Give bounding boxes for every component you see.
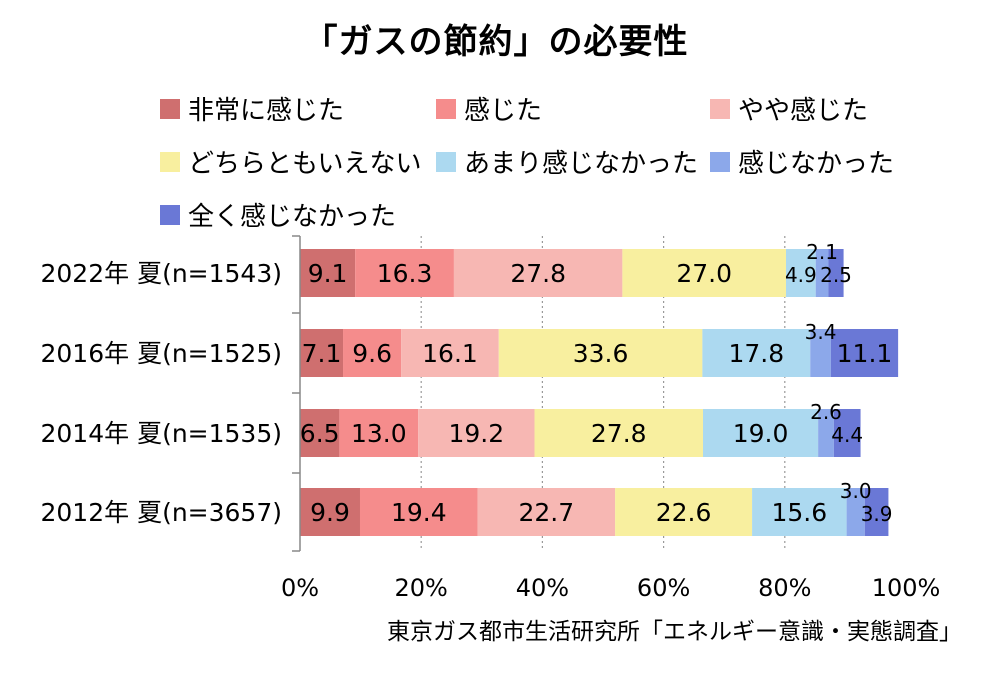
data-label: 3.4 xyxy=(805,320,837,344)
data-label: 19.4 xyxy=(391,498,447,527)
legend-label: 非常に感じた xyxy=(188,96,345,126)
data-label: 3.9 xyxy=(861,502,893,526)
source-note: 東京ガス都市生活研究所「エネルギー意識・実態調査」 xyxy=(387,619,962,645)
data-label: 27.8 xyxy=(591,419,647,448)
bar-segment xyxy=(343,329,402,377)
bar-segment xyxy=(300,329,344,377)
legend-label: 感じなかった xyxy=(738,149,895,179)
legend-swatch xyxy=(710,98,730,119)
legend-item: 感じた xyxy=(436,90,542,127)
x-tick-label: 100% xyxy=(872,574,941,602)
legend-label: 感じた xyxy=(464,96,543,126)
bar-segment xyxy=(534,409,703,457)
bar-segment xyxy=(786,249,816,297)
bar-segment xyxy=(355,249,454,297)
bar-segment xyxy=(498,329,703,377)
bar-segment xyxy=(401,329,499,377)
bar-segment xyxy=(418,409,535,457)
legend-swatch xyxy=(436,98,456,119)
legend-label: どちらともいえない xyxy=(188,149,422,179)
legend-item: どちらともいえない xyxy=(160,143,421,180)
bar-segment xyxy=(477,488,616,536)
category-label: 2012年 夏(n=3657) xyxy=(41,498,283,527)
data-label: 2.5 xyxy=(820,263,852,287)
bar-segment xyxy=(300,249,356,297)
data-label: 16.3 xyxy=(377,259,433,288)
bar-segment xyxy=(818,409,834,457)
data-label: 6.5 xyxy=(300,419,340,448)
x-tick-label: 0% xyxy=(281,574,319,602)
data-label: 9.6 xyxy=(352,339,392,368)
legend-label: やや感じた xyxy=(738,96,869,126)
bar-segment xyxy=(300,409,340,457)
data-label: 19.2 xyxy=(449,419,505,448)
legend-swatch xyxy=(436,151,456,172)
bar-segment xyxy=(864,488,889,536)
legend-item: 非常に感じた xyxy=(160,90,344,127)
bar-segment xyxy=(752,488,847,536)
data-label: 15.6 xyxy=(772,498,828,527)
category-label: 2014年 夏(n=1535) xyxy=(41,419,283,448)
x-tick-label: 60% xyxy=(637,574,690,602)
data-label: 33.6 xyxy=(573,339,629,368)
data-label: 2.1 xyxy=(806,240,838,264)
data-label: 27.8 xyxy=(510,259,566,288)
data-label: 9.9 xyxy=(310,498,350,527)
data-label: 16.1 xyxy=(422,339,478,368)
legend-label: 全く感じなかった xyxy=(188,202,397,232)
legend-item: あまり感じなかった xyxy=(436,143,698,180)
chart-title: 「ガスの節約」の必要性 xyxy=(303,22,689,62)
bar-segment xyxy=(846,488,865,536)
x-tick-label: 80% xyxy=(758,574,811,602)
bar-segment xyxy=(830,329,899,377)
legend-swatch xyxy=(160,204,180,225)
data-label: 11.1 xyxy=(837,339,893,368)
x-tick-label: 40% xyxy=(516,574,569,602)
data-label: 9.1 xyxy=(308,259,348,288)
data-label: 7.1 xyxy=(302,339,342,368)
data-label: 17.8 xyxy=(728,339,784,368)
data-label: 3.0 xyxy=(840,479,872,503)
legend-swatch xyxy=(710,151,730,172)
bar-segment xyxy=(615,488,753,536)
data-label: 22.6 xyxy=(656,498,712,527)
data-label: 27.0 xyxy=(676,259,732,288)
legend-item: やや感じた xyxy=(710,90,868,127)
legend-label: あまり感じなかった xyxy=(464,149,699,179)
x-tick-label: 20% xyxy=(395,574,448,602)
data-label: 4.4 xyxy=(831,423,863,447)
data-label: 2.6 xyxy=(810,400,842,424)
bar-segment xyxy=(702,329,811,377)
bar-segment xyxy=(359,488,478,536)
data-label: 19.0 xyxy=(733,419,789,448)
bar-segment xyxy=(300,488,360,536)
category-label: 2022年 夏(n=1543) xyxy=(41,259,283,288)
data-label: 13.0 xyxy=(351,419,407,448)
category-label: 2016年 夏(n=1525) xyxy=(41,339,283,368)
data-label: 22.7 xyxy=(519,498,575,527)
legend-item: 感じなかった xyxy=(710,143,894,180)
bar-segment xyxy=(833,409,861,457)
bar-segment xyxy=(810,329,831,377)
bar-segment xyxy=(815,249,829,297)
legend-item: 全く感じなかった xyxy=(160,196,396,233)
bar-segment xyxy=(702,409,819,457)
bar-segment xyxy=(339,409,419,457)
bar-segment xyxy=(622,249,787,297)
bar-segment xyxy=(453,249,623,297)
bar-segment xyxy=(828,249,844,297)
data-label: 4.9 xyxy=(785,263,817,287)
legend-swatch xyxy=(160,98,180,119)
legend-swatch xyxy=(160,151,180,172)
